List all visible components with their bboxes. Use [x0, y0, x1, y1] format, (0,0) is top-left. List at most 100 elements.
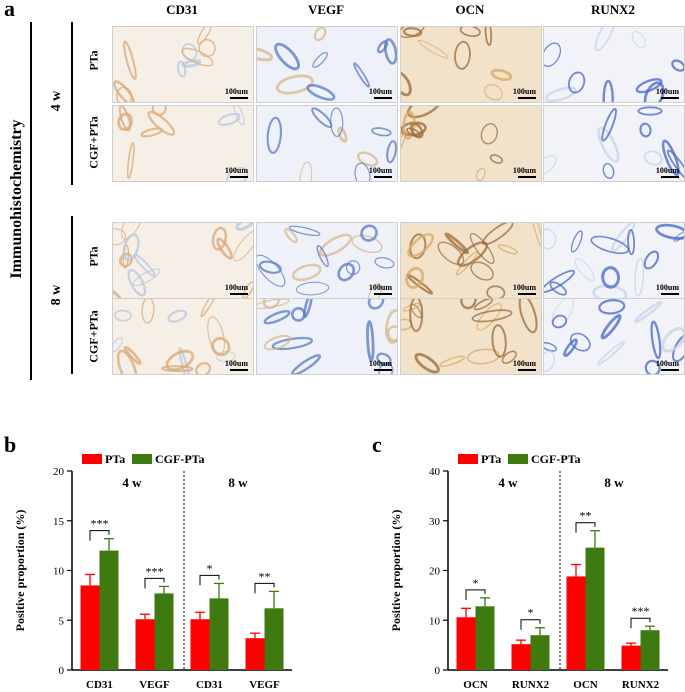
scale-bar — [374, 97, 392, 99]
scale-bar-label: 100um — [655, 87, 679, 96]
scale-bar-label: 100um — [368, 166, 392, 175]
x-tick-label: OCN — [573, 679, 598, 691]
y-tick-label: 0 — [59, 665, 65, 677]
significance-label: * — [528, 606, 534, 620]
col-header-ocn: OCN — [455, 2, 485, 17]
bar-pta — [621, 645, 641, 670]
legend-swatch-pta — [82, 454, 102, 464]
timepoint-8w-line — [71, 216, 73, 374]
scale-bar-label: 100um — [224, 87, 248, 96]
scale-bar — [230, 176, 248, 178]
y-tick-label: 0 — [435, 665, 441, 677]
x-tick-label: RUNX2 — [622, 679, 660, 691]
significance-bracket — [199, 574, 220, 586]
scale-bar — [230, 293, 248, 295]
timepoint-4w-label: 4 w — [49, 90, 64, 112]
significance-bracket — [520, 619, 541, 630]
scale-bar — [518, 176, 536, 178]
micrograph-4w-pta-ocn: 100um — [400, 26, 542, 103]
row-label-4w-cgf-pta: CGF+PTa — [86, 116, 101, 169]
x-tick-label: VEGF — [139, 679, 170, 691]
significance-label: *** — [91, 517, 109, 531]
scale-bar-label: 100um — [368, 359, 392, 368]
significance-label: * — [207, 561, 213, 575]
significance-bracket — [89, 530, 110, 541]
bar-pta — [456, 617, 476, 670]
significance-label: ** — [259, 569, 271, 583]
micrograph-4w-cgf-pta-cd31: 100um — [112, 105, 254, 182]
chart-c: PTa CGF-PTa 0 10 20 30 40 Positive proportion (… — [389, 452, 668, 691]
micrograph-4w-pta-cd31: 100um — [112, 26, 254, 103]
scale-bar-label: 100um — [512, 166, 536, 175]
scale-bar — [230, 369, 248, 371]
scale-bar-label: 100um — [655, 166, 679, 175]
bar-cgf-pta — [475, 606, 495, 670]
y-axis-label: Positive proportion (%) — [13, 510, 27, 632]
group-label: 8 w — [604, 475, 624, 490]
scale-bar — [374, 176, 392, 178]
immunohistochemistry-label: Immunohistochemistry — [8, 119, 25, 279]
scale-bar-label: 100um — [224, 359, 248, 368]
bar-pta — [511, 644, 531, 670]
bar-pta — [135, 619, 155, 670]
x-tick-label: OCN — [463, 679, 488, 691]
micrograph-8w-cgf-pta-cd31: 100um — [112, 298, 254, 375]
group-label: 4 w — [122, 475, 142, 490]
scale-bar-label: 100um — [368, 87, 392, 96]
scale-bar-label: 100um — [512, 359, 536, 368]
significance-bracket — [254, 582, 275, 594]
scale-bar — [661, 293, 679, 295]
micrograph-4w-cgf-pta-vegf: 100um — [256, 105, 398, 182]
scale-bar — [518, 97, 536, 99]
timepoint-4w-line — [71, 22, 73, 185]
legend-label-pta: PTa — [481, 452, 501, 466]
micrograph-8w-cgf-pta-ocn: 100um — [400, 298, 542, 375]
y-tick-label: 15 — [53, 516, 65, 528]
scale-bar-label: 100um — [512, 283, 536, 292]
bar-pta — [80, 585, 100, 670]
bar-pta — [190, 619, 210, 670]
scale-bar-label: 100um — [655, 359, 679, 368]
scale-bar — [518, 293, 536, 295]
outer-bracket-line — [30, 22, 32, 380]
bar-cgf-pta — [264, 608, 284, 670]
y-tick-label: 20 — [429, 566, 441, 578]
legend-label-pta: PTa — [105, 452, 125, 466]
y-tick-label: 10 — [53, 566, 65, 578]
x-tick-label: CD31 — [196, 679, 223, 691]
x-tick-label: RUNX2 — [512, 679, 550, 691]
significance-bracket — [465, 589, 486, 600]
y-tick-label: 10 — [429, 615, 441, 627]
scale-bar-label: 100um — [368, 283, 392, 292]
y-tick-label: 5 — [59, 615, 65, 627]
scale-bar — [518, 369, 536, 371]
scale-bar — [661, 97, 679, 99]
bar-cgf-pta — [154, 593, 174, 670]
chart-b: PTa CGF-PTa 0 5 10 15 20 Positive proportion (%… — [13, 452, 292, 691]
micrograph-8w-pta-runx2: 100um — [543, 222, 685, 299]
micrograph-8w-pta-cd31: 100um — [112, 222, 254, 299]
scale-bar — [661, 176, 679, 178]
bar-cgf-pta — [530, 635, 550, 670]
bar-cgf-pta — [585, 547, 605, 670]
micrograph-4w-cgf-pta-runx2: 100um — [543, 105, 685, 182]
legend-swatch-pta — [458, 454, 478, 464]
col-header-vegf: VEGF — [307, 2, 345, 17]
micrograph-8w-cgf-pta-vegf: 100um — [256, 298, 398, 375]
legend-label-cgf-pta: CGF-PTa — [531, 452, 581, 466]
legend-label-cgf-pta: CGF-PTa — [155, 452, 205, 466]
scale-bar-label: 100um — [224, 283, 248, 292]
row-label-8w-pta: PTa — [86, 246, 101, 267]
scale-bar — [374, 293, 392, 295]
micrograph-4w-cgf-pta-ocn: 100um — [400, 105, 542, 182]
scale-bar-label: 100um — [224, 166, 248, 175]
micrograph-4w-pta-runx2: 100um — [543, 26, 685, 103]
y-tick-label: 30 — [429, 516, 441, 528]
micrograph-8w-cgf-pta-runx2: 100um — [543, 298, 685, 375]
micrograph-4w-pta-vegf: 100um — [256, 26, 398, 103]
y-axis-label: Positive proportion (%) — [389, 510, 403, 632]
bar-cgf-pta — [99, 550, 119, 670]
x-tick-label: CD31 — [86, 679, 113, 691]
legend-swatch-cgf-pta — [132, 454, 152, 464]
significance-bracket — [575, 522, 596, 533]
